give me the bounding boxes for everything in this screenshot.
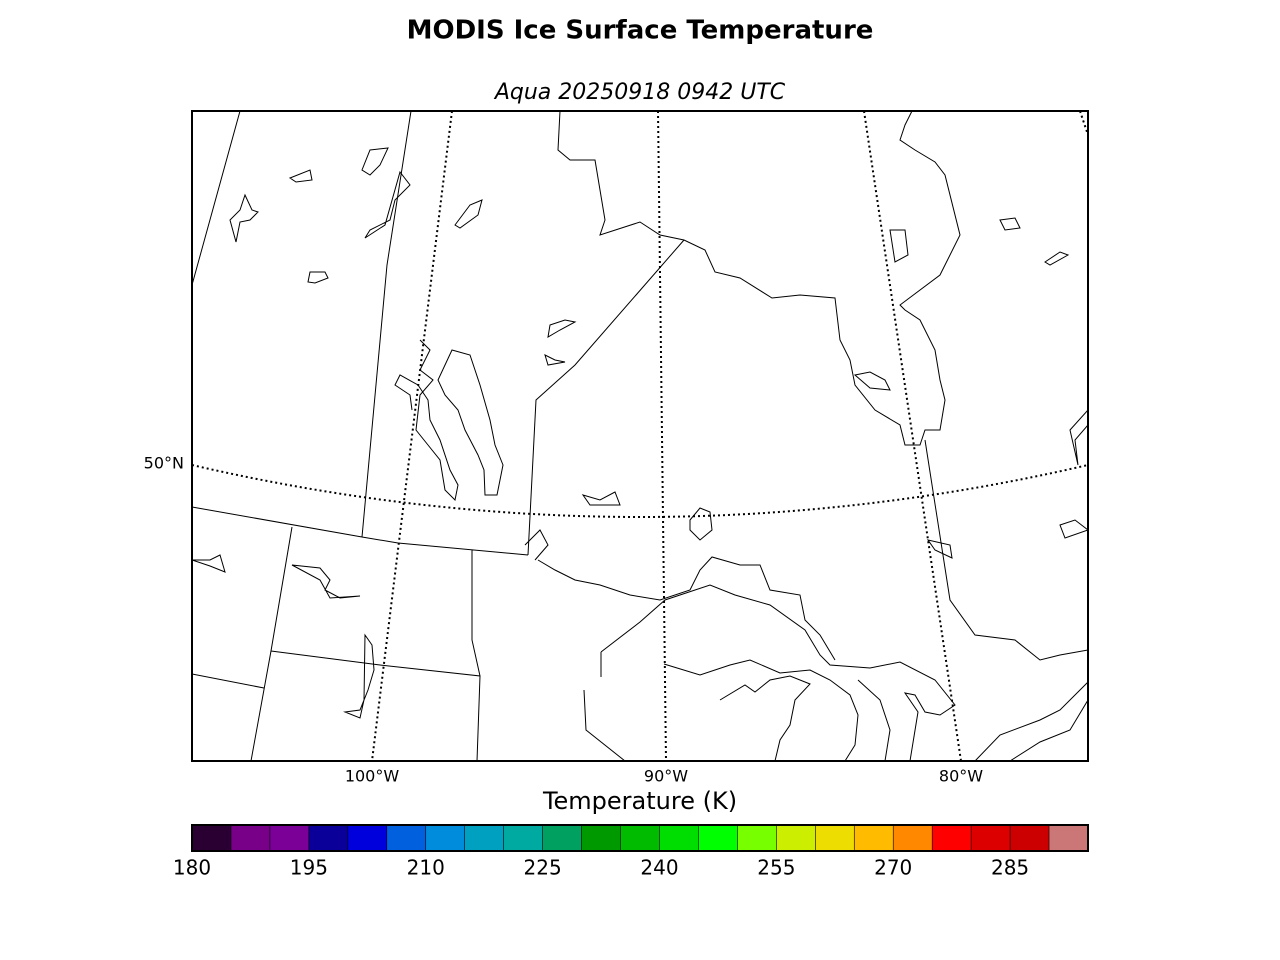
colorbar-tick-label: 180	[173, 856, 211, 880]
colorbar-frame	[191, 824, 1089, 852]
coastline	[557, 111, 1088, 661]
borders	[192, 111, 685, 761]
colorbar-bin	[347, 825, 388, 851]
colorbar-bin	[308, 825, 349, 851]
colorbar-bin	[1049, 825, 1089, 851]
colorbar-tick-label: 255	[757, 856, 795, 880]
colorbar-bin	[464, 825, 505, 851]
colorbar-bin	[776, 825, 816, 851]
colorbar-tick-label: 270	[874, 856, 912, 880]
colorbar-bin	[893, 825, 933, 851]
colorbar: 180 195 210 225 240 255 270 285	[173, 824, 1089, 880]
colorbar-label: Temperature (K)	[542, 787, 737, 815]
great-lakes	[524, 529, 1088, 761]
colorbar-tick-label: 285	[991, 856, 1029, 880]
colorbar-tick-label: 210	[407, 856, 445, 880]
meridian	[1079, 111, 1088, 136]
parallel-label: 50°N	[144, 454, 184, 473]
colorbar-bin	[542, 825, 583, 851]
meridian	[863, 111, 962, 761]
colorbar-bin	[971, 825, 1011, 851]
meridian	[371, 111, 453, 761]
colorbar-bin	[386, 825, 427, 851]
meridian	[657, 111, 667, 761]
title: MODIS Ice Surface Temperature	[407, 16, 874, 46]
colorbar-bin	[1010, 825, 1050, 851]
subtitle: Aqua 20250918 0942 UTC	[493, 80, 786, 105]
lake-winnipeg	[394, 339, 504, 502]
colorbar-bin	[269, 825, 310, 851]
islands	[192, 147, 1088, 719]
colorbar-bin	[659, 825, 699, 851]
colorbar-bin	[503, 825, 544, 851]
parallel	[192, 464, 1088, 518]
meridian-label: 90°W	[644, 767, 688, 786]
meridian-label: 80°W	[939, 767, 983, 786]
colorbar-tick-label: 195	[290, 856, 328, 880]
colorbar-bin	[698, 825, 738, 851]
colorbar-bin	[854, 825, 894, 851]
colorbar-bin	[620, 825, 660, 851]
colorbar-bin	[815, 825, 855, 851]
meridian-label: 100°W	[345, 767, 400, 786]
colorbar-bin	[192, 825, 232, 851]
map-frame	[191, 110, 1089, 762]
map: 50°N 100°W 90°W 80°W	[144, 110, 1089, 786]
colorbar-bin	[932, 825, 972, 851]
colorbar-bin	[737, 825, 777, 851]
colorbar-tick-label: 240	[640, 856, 678, 880]
colorbar-tick-label: 225	[524, 856, 562, 880]
colorbar-bin	[425, 825, 466, 851]
colorbar-bin	[581, 825, 622, 851]
colorbar-bin	[230, 825, 271, 851]
